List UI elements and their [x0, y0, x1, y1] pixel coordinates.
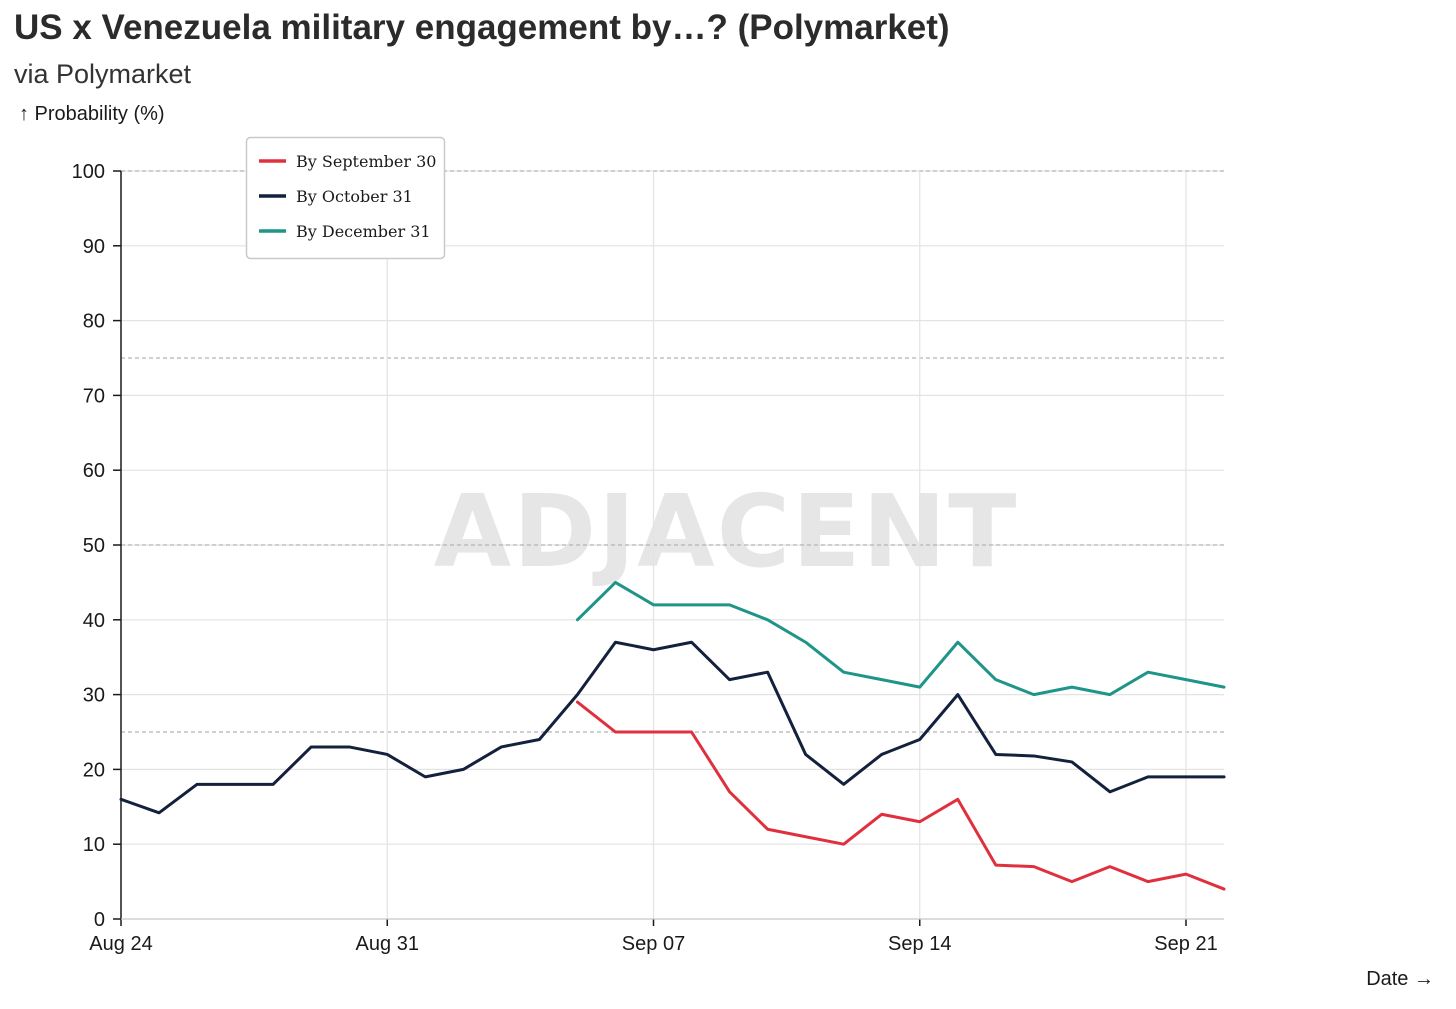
chart-title: US x Venezuela military engagement by…? … — [14, 8, 950, 47]
x-axis-label: Date → — [1366, 968, 1434, 990]
y-tick-label: 40 — [83, 610, 105, 632]
y-tick-label: 70 — [83, 385, 105, 407]
y-axis-label: ↑ Probability (%) — [19, 103, 165, 125]
x-tick-label: Sep 21 — [1154, 933, 1217, 955]
y-tick-label: 60 — [83, 460, 105, 482]
x-tick-label: Aug 31 — [356, 933, 419, 955]
x-tick-label: Sep 07 — [622, 933, 685, 955]
legend-label: By September 30 — [296, 152, 436, 171]
y-tick-label: 20 — [83, 759, 105, 781]
y-tick-label: 10 — [83, 834, 105, 856]
y-tick-label: 100 — [72, 161, 105, 183]
watermark: ADJACENT — [434, 473, 1019, 590]
series-line-2 — [119, 640, 1226, 815]
y-tick-label: 90 — [83, 236, 105, 258]
series-lines — [119, 580, 1226, 891]
series-line-1 — [575, 700, 1226, 891]
y-tick-label: 80 — [83, 311, 105, 333]
legend-label: By October 31 — [296, 187, 413, 206]
y-tick-label: 50 — [83, 535, 105, 557]
x-tick-label: Aug 24 — [89, 933, 152, 955]
y-tick-label: 30 — [83, 685, 105, 707]
series-line-3 — [575, 580, 1226, 697]
grid — [121, 170, 1224, 919]
legend-box — [245, 136, 446, 260]
chart-subtitle: via Polymarket — [14, 59, 192, 89]
legend-label: By December 31 — [296, 222, 431, 241]
axes: 0 10 20 30 40 50 60 70 80 90 100 Aug 24 Aug 31 Sep 07… — [72, 161, 1224, 955]
x-tick-label: Sep 14 — [888, 933, 951, 955]
y-tick-label: 0 — [94, 909, 105, 931]
legend: By September 30 By October 31 By December … — [245, 136, 446, 260]
